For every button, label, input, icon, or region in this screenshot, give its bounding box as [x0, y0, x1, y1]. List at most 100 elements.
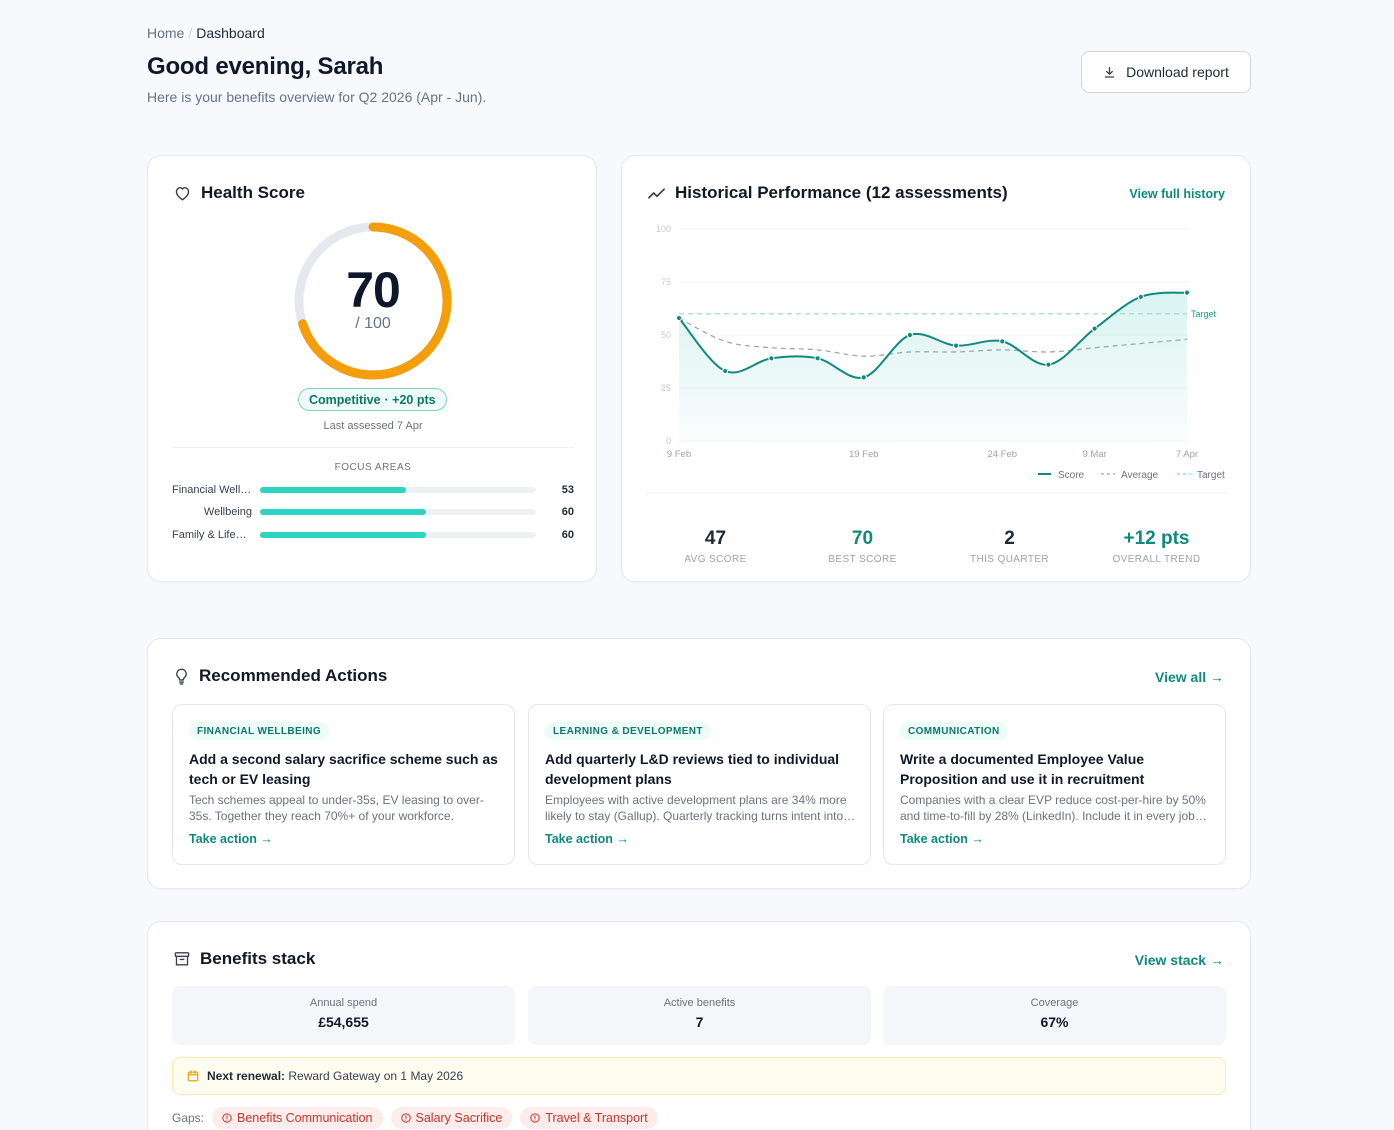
- action-description: Tech schemes appeal to under-35s, EV lea…: [189, 793, 484, 823]
- next-renewal-banner: Next renewal: Reward Gateway on 1 May 20…: [172, 1057, 1226, 1095]
- calendar-icon: [187, 1070, 199, 1082]
- arrow-right-icon: →: [260, 832, 273, 846]
- stat-value: 2: [1004, 528, 1015, 549]
- x-tick-label: 7 Apr: [1176, 449, 1198, 460]
- focus-name: Family & Lifestyle: [172, 529, 256, 541]
- gaps-row: Gaps: Benefits Communication Salary Sacr…: [172, 1107, 658, 1129]
- take-action-label: Take action: [545, 832, 613, 846]
- gap-chip-salary-sacrifice[interactable]: Salary Sacrifice: [390, 1107, 513, 1129]
- y-tick-label: 75: [661, 277, 671, 287]
- stat-label: BEST SCORE: [828, 554, 897, 565]
- health-score-title: Health Score: [174, 183, 305, 203]
- badge-delta: · +20 pts: [384, 392, 436, 407]
- score-point[interactable]: [722, 367, 729, 375]
- competitive-badge: Competitive · +20 pts: [298, 388, 447, 411]
- focus-name: Financial Wellbeing: [172, 484, 256, 496]
- target-line-label: Target: [1191, 309, 1217, 319]
- action-title: Add quarterly L&D reviews tied to indivi…: [545, 751, 840, 787]
- focus-value: 60: [561, 506, 574, 518]
- legend-target: Target: [1197, 470, 1225, 481]
- score-point[interactable]: [1045, 361, 1052, 368]
- x-tick-label: 9 Feb: [667, 449, 691, 460]
- gap-chip-travel-transport[interactable]: Travel & Transport: [520, 1107, 658, 1129]
- divider: [172, 447, 574, 448]
- score-point[interactable]: [1091, 325, 1098, 332]
- score-point[interactable]: [1183, 289, 1191, 296]
- last-assessed: Last assessed 7 Apr: [323, 420, 423, 432]
- benefits-title: Benefits stack: [174, 949, 315, 969]
- stat-label: THIS QUARTER: [969, 554, 1050, 565]
- stat-value: +12 pts: [1123, 528, 1190, 549]
- health-score-card: Health Score 70 / 100 Competitive · +20 …: [147, 155, 597, 582]
- archive-box-icon: [174, 952, 190, 966]
- alert-circle-icon: [400, 1113, 411, 1123]
- history-title: Historical Performance (12 assessments): [648, 183, 1008, 203]
- focus-track: [260, 509, 536, 515]
- chart-legend: Score Average Target: [1038, 470, 1225, 481]
- gap-label: Benefits Communication: [237, 1111, 373, 1125]
- focus-row-family: Family & Lifestyle 60: [172, 527, 574, 543]
- x-tick-label: 19 Feb: [849, 449, 879, 460]
- score-point[interactable]: [999, 338, 1006, 345]
- take-action-link[interactable]: Take action →: [900, 832, 984, 846]
- history-title-text: Historical Performance (12 assessments): [675, 183, 1008, 202]
- take-action-link[interactable]: Take action →: [545, 832, 629, 846]
- badge-label: Competitive: [309, 392, 381, 407]
- download-icon: [1104, 66, 1115, 78]
- download-report-button[interactable]: Download report: [1081, 51, 1251, 93]
- health-score-total: / 100: [355, 315, 391, 332]
- metric-value: 7: [695, 1014, 704, 1030]
- focus-track: [260, 487, 536, 493]
- take-action-link[interactable]: Take action →: [189, 832, 273, 846]
- recommended-actions-card: Recommended Actions View all → FINANCIAL…: [147, 638, 1251, 889]
- action-description: Companies with a clear EVP reduce cost-p…: [900, 793, 1206, 823]
- score-point[interactable]: [814, 355, 821, 362]
- focus-fill: [260, 487, 407, 493]
- action-card-financial[interactable]: FINANCIAL WELLBEING Add a second salary …: [172, 704, 515, 865]
- metric-label: Annual spend: [309, 997, 378, 1009]
- take-action-label: Take action: [900, 832, 968, 846]
- historical-performance-card: Historical Performance (12 assessments) …: [621, 155, 1251, 582]
- lightbulb-icon: [176, 668, 187, 685]
- gap-chip-benefits-communication[interactable]: Benefits Communication: [212, 1107, 383, 1129]
- average-series-line: [678, 317, 1188, 357]
- score-point[interactable]: [860, 374, 867, 381]
- action-description: Employees with active development plans …: [545, 793, 847, 823]
- arrow-right-icon: →: [616, 832, 629, 846]
- breadcrumb-home[interactable]: Home: [147, 25, 185, 41]
- focus-track: [260, 532, 536, 538]
- stat-this-quarter: 2 THIS QUARTER: [936, 528, 1083, 565]
- view-full-history-link[interactable]: View full history: [1129, 187, 1225, 201]
- health-score-gauge: [294, 222, 452, 380]
- score-point[interactable]: [1137, 293, 1144, 300]
- view-all-link[interactable]: View all →: [1155, 669, 1224, 685]
- legend-score: Score: [1058, 470, 1085, 481]
- stat-label: AVG SCORE: [684, 554, 747, 565]
- view-stack-label: View stack: [1134, 952, 1207, 968]
- download-report-label: Download report: [1126, 64, 1229, 80]
- action-card-learning[interactable]: LEARNING & DEVELOPMENT Add quarterly L&D…: [528, 704, 871, 865]
- arrow-right-icon: →: [1210, 669, 1224, 685]
- benefits-stack-card: Benefits stack View stack → Annual spend…: [147, 921, 1251, 1130]
- breadcrumb-current: Dashboard: [196, 25, 265, 41]
- renewal-label: Next renewal:: [207, 1069, 286, 1083]
- page-subtitle: Here is your benefits overview for Q2 20…: [147, 89, 487, 105]
- focus-fill: [260, 509, 426, 515]
- metric-active-benefits: Active benefits 7: [528, 986, 871, 1045]
- action-card-communication[interactable]: COMMUNICATION Write a documented Employe…: [883, 704, 1226, 865]
- recommended-title-text: Recommended Actions: [199, 666, 388, 685]
- stat-best-score: 70 BEST SCORE: [789, 528, 936, 565]
- action-title: Add a second salary sacrifice scheme suc…: [189, 751, 498, 787]
- view-all-label: View all: [1155, 669, 1207, 685]
- view-stack-link[interactable]: View stack →: [1135, 952, 1224, 968]
- action-title: Write a documented Employee Value Propos…: [900, 751, 1145, 787]
- score-point[interactable]: [906, 331, 914, 339]
- score-point[interactable]: [952, 342, 960, 349]
- score-point[interactable]: [675, 314, 683, 322]
- benefits-title-text: Benefits stack: [200, 949, 316, 968]
- y-tick-label: 25: [661, 383, 671, 393]
- score-point[interactable]: [768, 355, 775, 362]
- y-tick-label: 100: [656, 224, 671, 234]
- take-action-label: Take action: [189, 832, 257, 846]
- score-area: [679, 292, 1187, 441]
